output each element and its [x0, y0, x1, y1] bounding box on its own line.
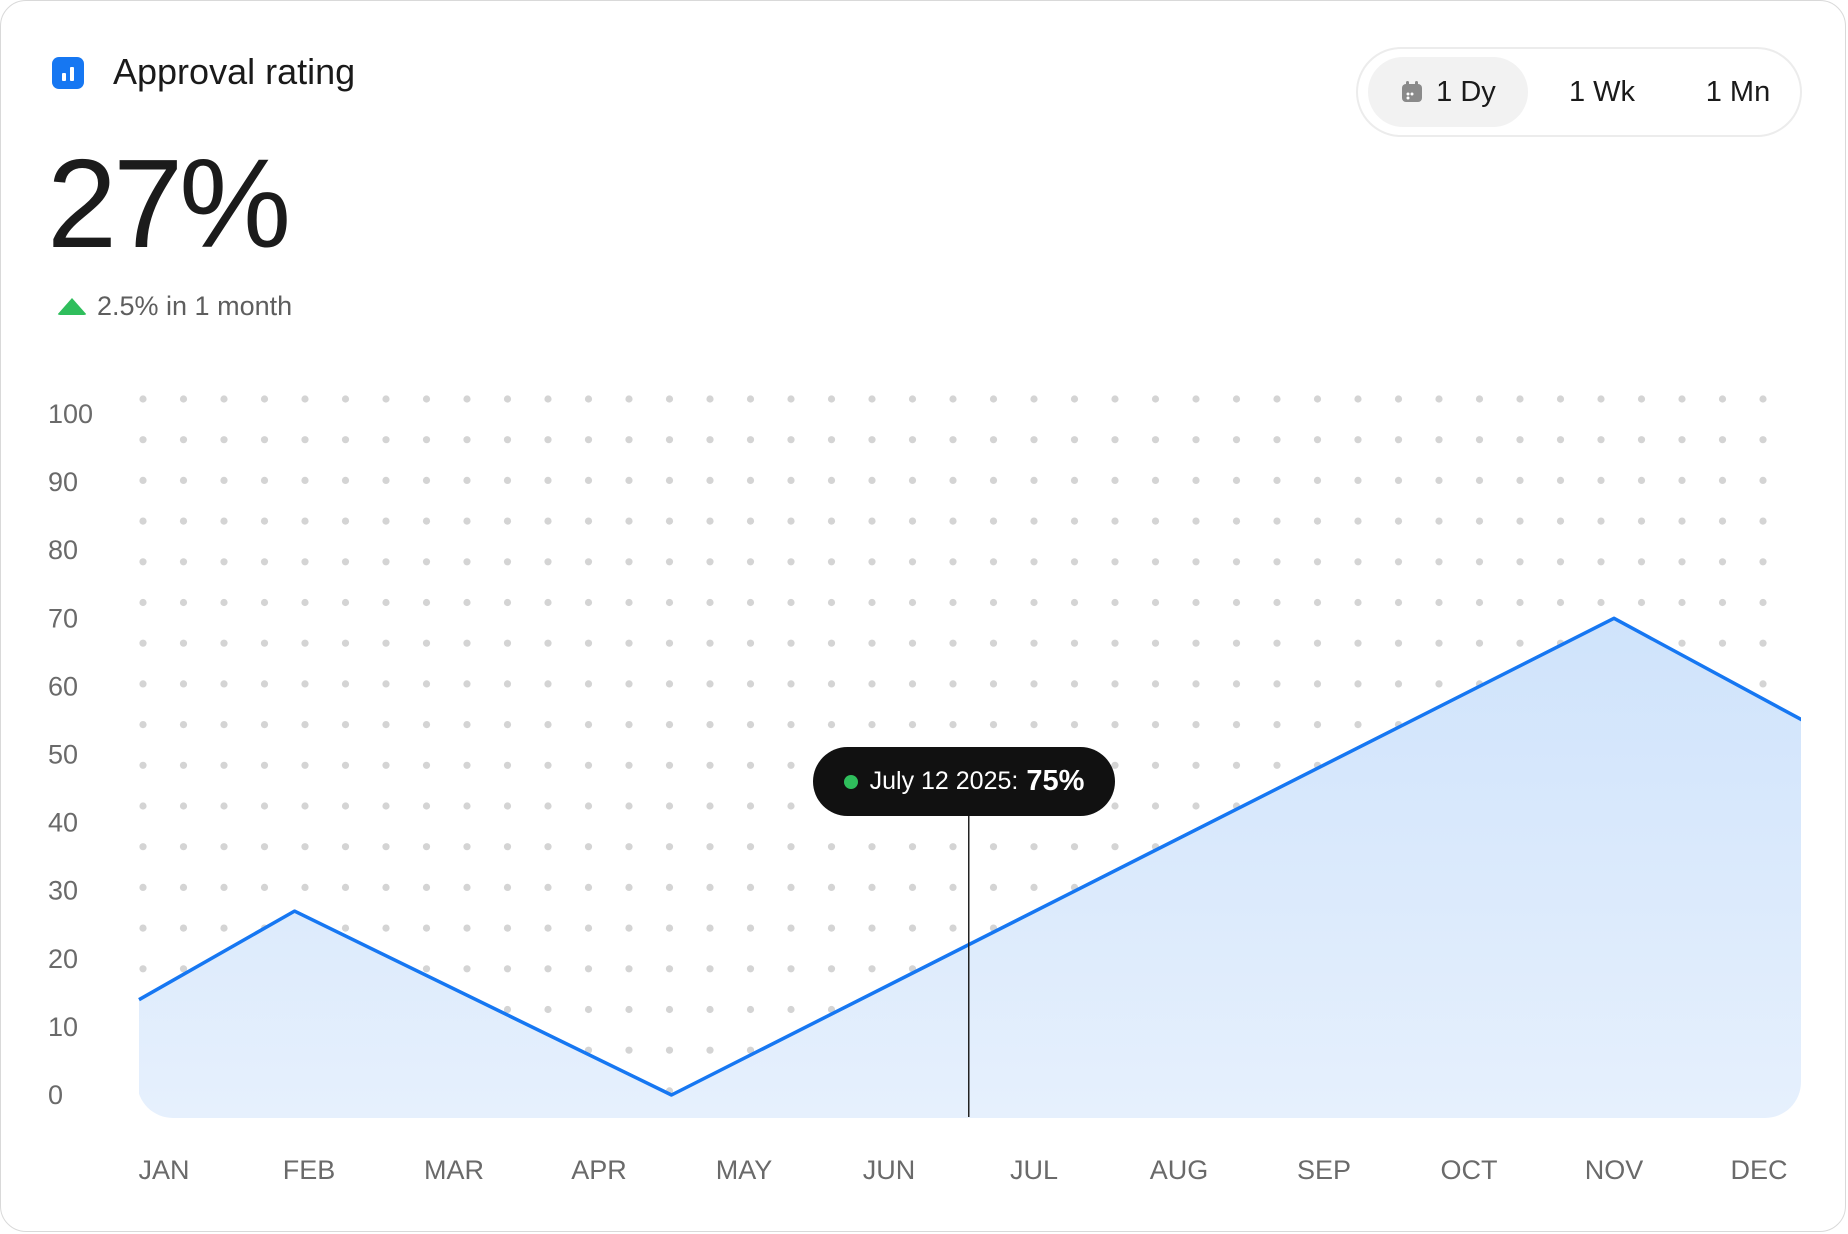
range-1-month-button[interactable]: 1 Mn [1705, 75, 1771, 108]
y-tick-label: 20 [48, 944, 78, 974]
x-tick-label: AUG [1150, 1155, 1209, 1185]
range-1-week-button[interactable]: 1 Wk [1568, 75, 1636, 108]
x-tick-label: DEC [1730, 1155, 1787, 1185]
x-tick-label: APR [571, 1155, 627, 1185]
y-tick-label: 100 [48, 399, 93, 429]
y-tick-label: 90 [48, 467, 78, 497]
delta-text: 2.5% in 1 month [97, 291, 293, 321]
tooltip-dot [843, 774, 858, 789]
data-tooltip: July 12 2025: 75% [813, 747, 1115, 816]
x-tick-label: FEB [283, 1155, 336, 1185]
y-tick-label: 0 [48, 1080, 63, 1110]
card-title: Approval rating [113, 51, 356, 92]
y-tick-label: 80 [48, 535, 78, 565]
tooltip-date: July 12 2025: [869, 767, 1019, 795]
y-tick-label: 70 [48, 603, 78, 633]
area-fill [139, 618, 1801, 1118]
y-tick-label: 60 [48, 671, 78, 701]
approval-value: 27% [47, 133, 291, 274]
bar-chart-icon [52, 57, 84, 89]
range-selector: 1 Dy 1 Wk 1 Mn [1356, 47, 1802, 137]
x-tick-label: OCT [1441, 1155, 1498, 1185]
y-tick-label: 10 [48, 1012, 78, 1042]
arrow-up-icon [57, 298, 87, 315]
tooltip-value: 75% [1026, 765, 1085, 797]
y-tick-label: 50 [48, 740, 78, 770]
delta-indicator: 2.5% in 1 month [57, 291, 292, 322]
range-1-day-button[interactable]: 1 Dy [1368, 57, 1528, 127]
x-tick-label: MAY [716, 1155, 773, 1185]
x-tick-label: JAN [138, 1155, 189, 1185]
calendar-icon [1402, 81, 1423, 102]
x-tick-label: MAR [424, 1155, 484, 1185]
y-tick-label: 40 [48, 808, 78, 838]
x-tick-label: NOV [1585, 1155, 1644, 1185]
x-tick-label: SEP [1297, 1155, 1351, 1185]
y-tick-label: 30 [48, 876, 78, 906]
x-tick-label: JUL [1010, 1155, 1058, 1185]
x-tick-label: JUN [863, 1155, 916, 1185]
